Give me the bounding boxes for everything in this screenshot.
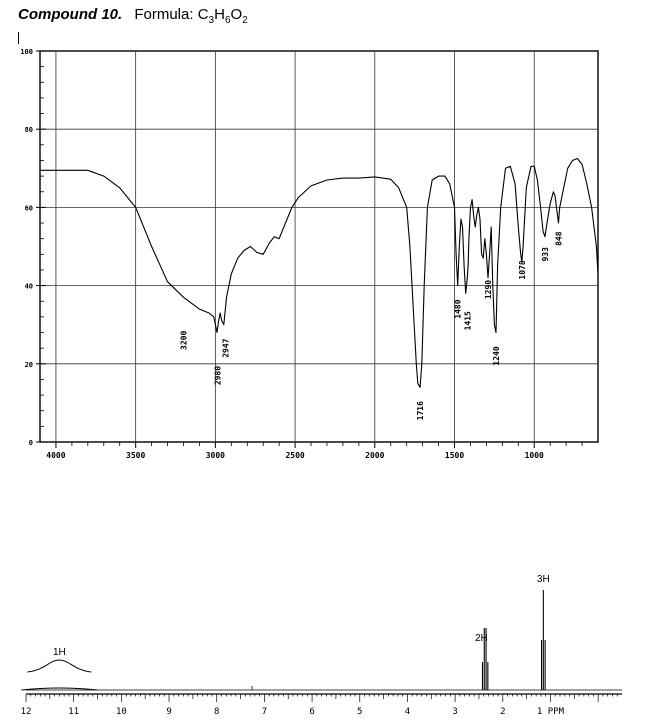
nmr-integral-label: 3H xyxy=(537,574,550,585)
ir-peak-label: 1078 xyxy=(518,260,527,279)
ir-y-tick-label: 0 xyxy=(29,439,33,447)
ir-y-tick-label: 100 xyxy=(20,48,33,56)
ir-peak-label: 2980 xyxy=(214,366,223,385)
ir-x-tick-label: 3000 xyxy=(206,451,225,460)
nmr-x-tick-label: 2 xyxy=(500,707,505,717)
nmr-peak-broad xyxy=(21,687,98,691)
formula-label: Formula: xyxy=(134,6,194,23)
formula-value: C3H6O2 xyxy=(197,6,248,26)
ir-y-tick-label: 40 xyxy=(25,283,33,291)
ir-peak-label: 3200 xyxy=(179,331,188,350)
nmr-integral-label: 2H xyxy=(475,633,488,644)
nmr-x-tick-label: 10 xyxy=(116,707,127,717)
nmr-integral-label: 1H xyxy=(53,647,66,658)
ir-x-tick-label: 2500 xyxy=(285,451,304,460)
nmr-x-tick-label: 8 xyxy=(214,707,219,717)
text-cursor xyxy=(18,32,19,44)
ir-y-tick-label: 80 xyxy=(25,126,33,134)
nmr-x-tick-label: 1 PPM xyxy=(537,707,565,717)
nmr-x-tick-label: 3 xyxy=(452,707,457,717)
nmr-x-tick-label: 12 xyxy=(21,707,32,717)
nmr-x-tick-label: 7 xyxy=(262,707,267,717)
ir-peak-label: 1290 xyxy=(484,280,493,299)
ir-plot-frame xyxy=(39,50,599,443)
nmr-x-tick-label: 6 xyxy=(309,707,314,717)
ir-peak-label: 848 xyxy=(554,231,563,246)
nmr-integral-1h xyxy=(27,659,92,673)
ir-peak-label: 1240 xyxy=(492,346,501,365)
ir-peak-label: 1480 xyxy=(454,299,463,318)
ir-peak-label: 933 xyxy=(541,247,550,262)
nmr-x-tick-label: 9 xyxy=(166,707,171,717)
ir-x-tick-label: 2000 xyxy=(365,451,384,460)
ir-x-tick-label: 3500 xyxy=(126,451,145,460)
nmr-x-tick-label: 11 xyxy=(68,707,79,717)
ir-y-tick-label: 20 xyxy=(25,361,33,369)
ir-peak-label: 2947 xyxy=(222,338,231,357)
ir-spectrum-trace xyxy=(40,157,599,388)
ir-y-tick-label: 60 xyxy=(25,204,33,212)
ir-x-tick-label: 1000 xyxy=(525,451,544,460)
ir-x-tick-label: 4000 xyxy=(46,451,65,460)
ir-peak-label: 1415 xyxy=(464,311,473,330)
nmr-x-tick-label: 5 xyxy=(357,707,362,717)
compound-label: Compound 10. xyxy=(18,6,123,23)
compound-title: Compound 10. Formula: C3H6O2 xyxy=(18,6,248,26)
ir-peak-label: 1716 xyxy=(416,401,425,420)
nmr-x-tick-label: 4 xyxy=(405,707,410,717)
ir-x-tick-label: 1500 xyxy=(445,451,464,460)
ir-spectrum-chart: 4000 3500 3000 2500 2000 1500 1000 100 80 60 40 20 0… xyxy=(20,48,599,460)
